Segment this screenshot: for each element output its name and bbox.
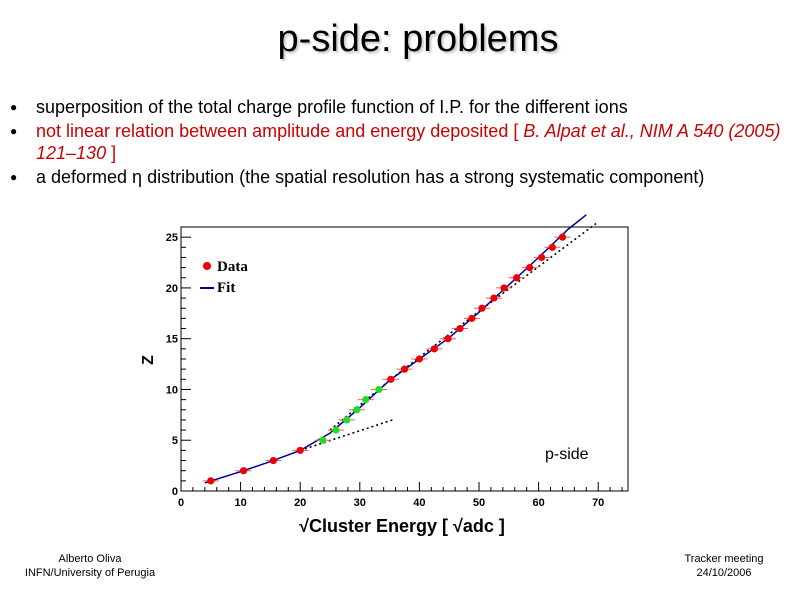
y-tick-label: 0 — [172, 486, 178, 498]
data-point — [456, 324, 464, 333]
data-point — [400, 365, 409, 373]
y-tick-label: 10 — [166, 384, 178, 396]
bullet-1: ● superposition of the total charge prof… — [10, 96, 790, 118]
x-tick-label: 70 — [592, 497, 604, 509]
data-point — [415, 355, 423, 363]
bullet-2-text: not linear relation between amplitude an… — [36, 121, 524, 141]
data-point — [296, 446, 304, 454]
data-point — [444, 335, 452, 343]
y-tick-label: 25 — [166, 232, 178, 244]
data-point — [558, 233, 567, 241]
bullet-list: ● superposition of the total charge prof… — [10, 96, 790, 190]
highlight-point — [353, 406, 361, 414]
bullet-2-close: ] — [106, 143, 117, 163]
highlight-point — [319, 436, 327, 444]
y-tick-label: 20 — [166, 283, 178, 295]
legend: Data Fit — [200, 259, 248, 296]
x-tick-label: 20 — [294, 497, 306, 509]
data-point — [478, 304, 486, 312]
x-axis-label: √Cluster Energy [ √adc ] — [299, 516, 505, 536]
legend-fit-label: Fit — [217, 280, 235, 296]
data-point — [537, 253, 546, 262]
meeting-date: 24/10/2006 — [696, 567, 752, 579]
legend-data-label: Data — [217, 259, 248, 275]
x-tick-label: 30 — [354, 497, 366, 509]
footer-meeting: Tracker meeting 24/10/2006 — [664, 552, 784, 580]
bullet-2-citation: B. Alpat et al., NIM A 540 (2005) 121–13… — [36, 121, 781, 163]
bullet-dot-icon: ● — [10, 170, 18, 184]
footer-author: Alberto Oliva INFN/University of Perugia — [10, 552, 170, 580]
data-point — [500, 284, 508, 292]
data-point — [548, 243, 556, 251]
dashed-reference-line — [299, 419, 393, 452]
data-point — [207, 477, 215, 485]
meeting-name: Tracker meeting — [684, 553, 764, 565]
data-point — [490, 294, 498, 302]
x-tick-label: 60 — [532, 497, 544, 509]
author-affiliation: INFN/University of Perugia — [24, 567, 156, 579]
y-tick-label: 15 — [166, 334, 178, 346]
data-point — [269, 456, 277, 465]
x-tick-label: 40 — [413, 497, 425, 509]
bullet-3-text: a deformed η distribution (the spatial r… — [36, 167, 705, 187]
data-point — [387, 375, 395, 383]
fit-curve — [204, 214, 587, 484]
y-tick-label: 5 — [172, 435, 178, 447]
slide-title: p-side: problems — [277, 18, 559, 60]
bullet-dot-icon: ● — [10, 100, 18, 114]
author-name: Alberto Oliva — [58, 553, 122, 565]
x-tick-label: 10 — [234, 497, 246, 509]
data-point — [430, 345, 438, 353]
x-tick-label: 0 — [178, 497, 184, 509]
data-point — [239, 467, 248, 475]
data-point — [468, 314, 476, 322]
y-axis-label: Z — [140, 355, 157, 365]
bullet-2: ● not linear relation between amplitude … — [10, 120, 790, 164]
data-point — [512, 274, 521, 282]
bullet-3: ● a deformed η distribution (the spatial… — [10, 166, 790, 188]
highlight-point — [362, 396, 370, 404]
x-tick-label: 50 — [473, 497, 485, 509]
bullet-dot-icon: ● — [10, 124, 18, 138]
p-side-annotation: p-side — [545, 446, 589, 463]
dashed-reference-line — [329, 221, 599, 431]
data-point — [526, 264, 534, 272]
highlight-point — [332, 426, 340, 434]
highlight-point — [375, 385, 383, 394]
bullet-1-text: superposition of the total charge profil… — [36, 97, 628, 117]
legend-data-marker — [203, 262, 211, 270]
highlight-point — [343, 416, 351, 424]
